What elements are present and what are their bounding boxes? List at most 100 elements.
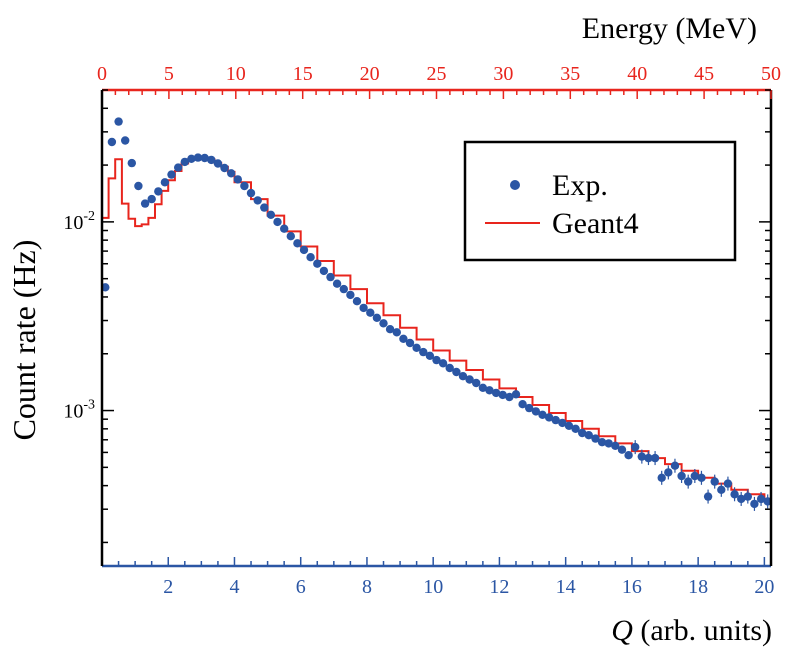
exp-data-point (266, 210, 276, 219)
exp-data-point (511, 390, 521, 399)
exp-data-point (631, 442, 640, 452)
exp-data-point (703, 492, 713, 501)
exp-data-point (207, 155, 216, 165)
x-tick-label: 14 (556, 576, 576, 598)
exp-data-point (180, 157, 189, 167)
exp-data-point (730, 490, 739, 499)
exp-data-point (677, 471, 686, 481)
exp-data-point (167, 170, 176, 179)
exp-data-point (697, 473, 706, 482)
exp-data-point (220, 163, 229, 173)
exp-data-point (591, 434, 600, 443)
exp-data-point (174, 163, 183, 172)
exp-data-point (366, 308, 375, 317)
top-axis-label-group: Energy (MeV) (582, 12, 757, 45)
exp-data-point (346, 290, 355, 300)
x-tick-label: 10 (423, 576, 443, 598)
exp-data-point (498, 390, 507, 400)
x-axis-label-units: (arb. units) (633, 614, 772, 647)
exp-data-point (114, 117, 123, 126)
top-tick-label: 40 (627, 63, 647, 85)
exp-data-point (127, 158, 136, 168)
exp-data-point (233, 175, 242, 184)
x-tick-label: 16 (622, 576, 642, 598)
exp-data-point (405, 338, 415, 348)
exp-data-point (684, 477, 693, 486)
exp-data-point (538, 410, 547, 419)
exp-data-point (227, 169, 236, 178)
exp-data-point (425, 351, 435, 360)
exp-data-point (597, 438, 607, 447)
exp-data-point (399, 334, 408, 343)
exp-data-point (280, 224, 289, 233)
exp-data-point (193, 153, 203, 162)
geant4-series-line (102, 156, 772, 507)
exp-data-point (650, 453, 660, 463)
exp-data-point (670, 461, 680, 470)
top-tick-label: 25 (427, 63, 447, 85)
exp-data-point (313, 259, 322, 268)
top-tick-label: 50 (761, 63, 781, 85)
top-tick-label: 45 (694, 63, 714, 85)
legend-exp-label: Exp. (552, 169, 608, 202)
exp-data-point (147, 194, 156, 204)
x-axis-variable: Q (611, 614, 633, 647)
exp-data-point (690, 471, 699, 481)
x-tick-label: 20 (754, 576, 774, 598)
exp-data-point (385, 325, 395, 334)
exp-data-point (657, 473, 666, 482)
legend: Exp. Geant4 (463, 140, 737, 262)
top-tick-label: 5 (164, 63, 174, 85)
exp-data-point (737, 494, 746, 504)
exp-data-point (472, 378, 481, 388)
exp-data-point (213, 159, 223, 168)
exp-data-point (107, 137, 117, 147)
exp-data-point (664, 468, 673, 477)
exp-data-point (246, 188, 256, 198)
top-tick-label: 10 (226, 63, 246, 85)
exp-data-point (134, 181, 143, 191)
exp-data-point (379, 319, 388, 328)
exp-data-point (525, 403, 534, 413)
exp-data-point (200, 153, 209, 163)
exp-data-point (438, 359, 448, 368)
exp-data-point (140, 199, 150, 208)
exp-data-point (286, 232, 295, 241)
exp-data-point (505, 392, 514, 402)
exp-data-point (617, 445, 627, 454)
legend-geant4-label: Geant4 (552, 207, 639, 240)
top-tick-label: 35 (560, 63, 580, 85)
exp-data-point (518, 400, 527, 409)
exp-data-point (160, 178, 170, 187)
y-axis-label: Count rate (Hz) (6, 240, 42, 441)
exp-data-point (339, 284, 348, 294)
exp-data-point (624, 451, 633, 460)
x-tick-label: 6 (296, 576, 306, 598)
top-axis-label: Energy (MeV) (582, 12, 757, 45)
exp-data-point (372, 313, 382, 322)
legend-box (463, 140, 737, 262)
y-tick-label: 10-3 (63, 398, 95, 423)
x-tick-label: 12 (489, 576, 509, 598)
exp-data-point (723, 479, 733, 488)
legend-exp-marker (510, 180, 520, 190)
top-tick-label: 30 (493, 63, 513, 85)
exp-data-point (293, 239, 302, 248)
x-axis-label: Q (arb. units) (611, 614, 772, 647)
exp-data-point (584, 431, 593, 440)
exp-data-point (240, 181, 249, 191)
exp-data-point (392, 328, 401, 337)
exp-data-point (611, 441, 620, 450)
x-tick-label: 18 (688, 576, 708, 598)
exp-data-point (121, 136, 130, 145)
plot-data (101, 117, 772, 511)
exp-data-point (412, 343, 421, 352)
exp-data-point (445, 363, 454, 373)
exp-data-point (458, 372, 468, 381)
top-tick-label: 0 (97, 63, 107, 85)
exp-data-point (154, 187, 163, 196)
exp-data-point (756, 494, 766, 504)
exp-data-point (743, 492, 752, 501)
exp-data-point (717, 485, 726, 494)
exp-data-point (319, 266, 329, 276)
